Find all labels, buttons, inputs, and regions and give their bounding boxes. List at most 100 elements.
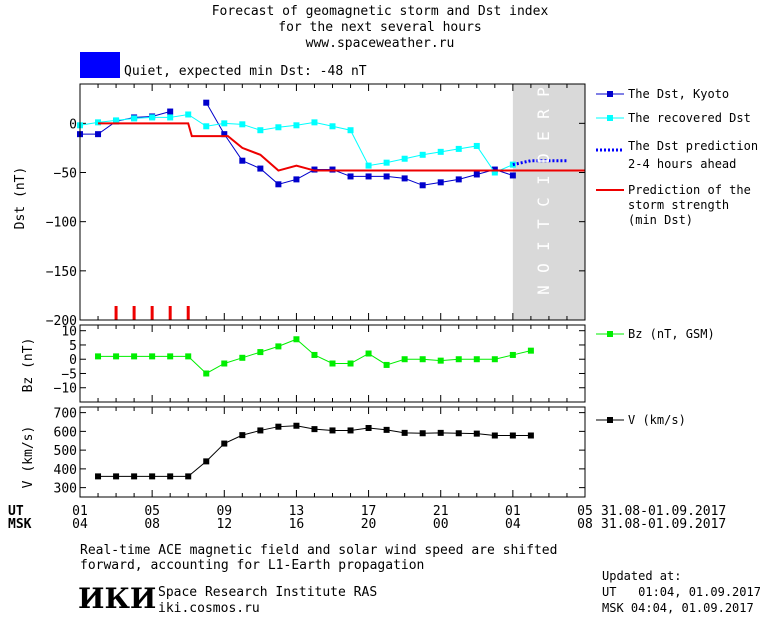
data-point <box>113 353 120 360</box>
updated-label: Updated at: <box>602 569 682 583</box>
v-panel: 700 600 500 400 300 <box>54 407 586 497</box>
data-point <box>347 360 354 367</box>
bz-y-tick-label: −5 <box>61 367 77 382</box>
data-point <box>239 121 246 128</box>
ut-tick-label: 17 <box>361 504 377 519</box>
updated-msk: MSK 04:04, 01.09.2017 <box>602 601 754 615</box>
data-point <box>149 473 156 480</box>
data-point <box>347 427 354 434</box>
bz-y-tick-label: 0 <box>69 353 77 368</box>
msk-tick-label: 08 <box>144 517 160 532</box>
data-point <box>491 169 498 176</box>
data-point <box>527 432 534 439</box>
data-point <box>473 356 480 363</box>
data-point <box>167 473 174 480</box>
data-point <box>257 349 264 356</box>
data-point <box>275 124 282 131</box>
legend-bz-marker <box>607 331 613 337</box>
msk-tick-label: 20 <box>361 517 377 532</box>
data-point <box>167 108 174 115</box>
dst-y-tick-label: −150 <box>46 265 77 280</box>
data-point <box>95 353 102 360</box>
data-point <box>293 176 300 183</box>
data-point <box>437 429 444 436</box>
legend-v-marker <box>607 417 613 423</box>
data-point <box>419 182 426 189</box>
bz-panel-frame <box>79 324 586 403</box>
legend-storm-label-3: (min Dst) <box>628 213 693 227</box>
data-point <box>365 173 372 180</box>
data-point <box>221 131 228 138</box>
ut-tick-label: 05 <box>144 504 160 519</box>
msk-tick-label: 00 <box>433 517 449 532</box>
data-point <box>527 347 534 354</box>
prediction-letter: O <box>534 263 553 273</box>
ut-tick-label: 05 <box>577 504 593 519</box>
dst-y-tick-label: −50 <box>54 167 77 182</box>
bz-axis-label: Bz (nT) <box>21 338 36 393</box>
legend-storm-label-2: storm strength <box>628 198 729 212</box>
data-point <box>293 422 300 429</box>
ut-axis-label: UT <box>8 504 24 519</box>
msk-tick-label: 12 <box>216 517 232 532</box>
chart-title-line2: for the next several hours <box>278 20 482 35</box>
prediction-letter: I <box>534 241 553 251</box>
prediction-letter: R <box>534 109 553 119</box>
legend-v-label: V (km/s) <box>628 413 686 427</box>
data-point <box>365 425 372 431</box>
data-point <box>419 356 426 363</box>
data-point <box>185 353 192 360</box>
data-point <box>401 429 408 436</box>
data-point <box>239 432 246 439</box>
data-point <box>131 353 138 360</box>
data-point <box>293 122 300 129</box>
v-y-tick-label: 600 <box>54 425 77 440</box>
data-point <box>455 356 462 363</box>
data-point <box>383 361 390 368</box>
v-axis-label: V (km/s) <box>21 426 36 489</box>
data-point <box>167 353 174 360</box>
v-y-tick-label: 300 <box>54 482 77 497</box>
data-point <box>509 351 516 358</box>
data-point <box>455 176 462 183</box>
site-url[interactable]: www.spaceweather.ru <box>305 36 455 51</box>
data-point <box>275 423 282 430</box>
dst-panel-frame <box>79 83 586 321</box>
msk-tick-label: 16 <box>289 517 305 532</box>
data-point <box>239 157 246 164</box>
data-point <box>437 179 444 186</box>
dst-panel: 0 −50 −100 −150 −200 <box>46 84 586 329</box>
ut-tick-label: 13 <box>289 504 305 519</box>
data-point <box>185 111 192 118</box>
footnote-line1: Real-time ACE magnetic field and solar w… <box>80 543 558 558</box>
legend-prediction-label-1: The Dst prediction <box>628 139 758 153</box>
data-point <box>401 175 408 182</box>
status-text: Quiet, expected min Dst: -48 nT <box>124 64 367 79</box>
ut-tick-label: 01 <box>505 504 521 519</box>
series-line <box>205 102 514 186</box>
v-y-tick-label: 500 <box>54 444 77 459</box>
ut-tick-label: 09 <box>216 504 232 519</box>
prediction-letter: D <box>534 153 553 163</box>
data-point <box>437 148 444 155</box>
data-point <box>293 336 300 343</box>
data-point <box>329 360 336 367</box>
dst-y-tick-label: 0 <box>69 117 77 132</box>
institute-name: Space Research Institute RAS <box>158 585 378 600</box>
data-point <box>383 426 390 433</box>
data-point <box>383 173 390 180</box>
dst-axis-label: Dst (nT) <box>13 167 28 230</box>
data-point <box>275 343 282 350</box>
data-point <box>203 123 210 130</box>
prediction-letter: C <box>534 197 553 207</box>
institute-url[interactable]: iki.cosmos.ru <box>158 601 260 616</box>
bz-y-tick-label: −10 <box>54 382 77 397</box>
data-point <box>95 473 102 480</box>
msk-tick-label: 04 <box>505 517 521 532</box>
data-point <box>419 151 426 158</box>
data-point <box>365 350 372 357</box>
data-point <box>473 142 480 149</box>
chart-title-line1: Forecast of geomagnetic storm and Dst in… <box>211 4 549 19</box>
data-point <box>311 426 318 433</box>
